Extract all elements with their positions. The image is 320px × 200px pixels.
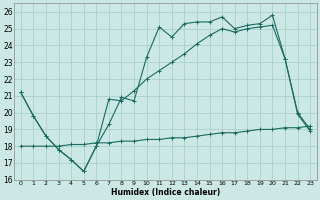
X-axis label: Humidex (Indice chaleur): Humidex (Indice chaleur): [111, 188, 220, 197]
